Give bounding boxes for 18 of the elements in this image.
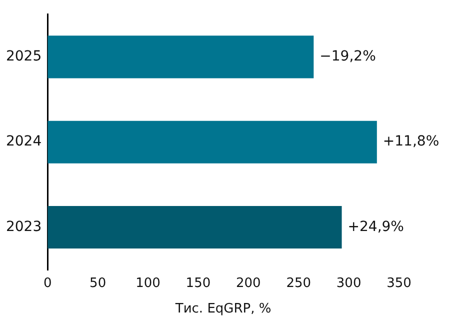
y-tick-label: 2025 (6, 48, 42, 65)
bar (48, 36, 314, 78)
y-tick-label: 2024 (6, 134, 42, 150)
x-tick-label: 150 (186, 276, 211, 291)
x-tick-label: 200 (236, 276, 261, 291)
x-tick-label: 0 (43, 276, 52, 291)
annotation: +11,8% (382, 134, 440, 150)
bar (48, 206, 342, 249)
y-tick-label: 2023 (6, 218, 42, 235)
annotation: +24,9% (348, 218, 404, 235)
x-tick-label: 350 (386, 276, 412, 291)
x-axis-title: Тис. EqGRP, % (174, 302, 272, 317)
annotation: −19,2% (320, 48, 376, 65)
x-tick-label: 50 (90, 276, 106, 291)
x-tick-label: 100 (136, 276, 160, 291)
x-tick-label: 300 (336, 276, 362, 291)
x-tick-label: 250 (286, 276, 312, 291)
bar (48, 120, 377, 164)
